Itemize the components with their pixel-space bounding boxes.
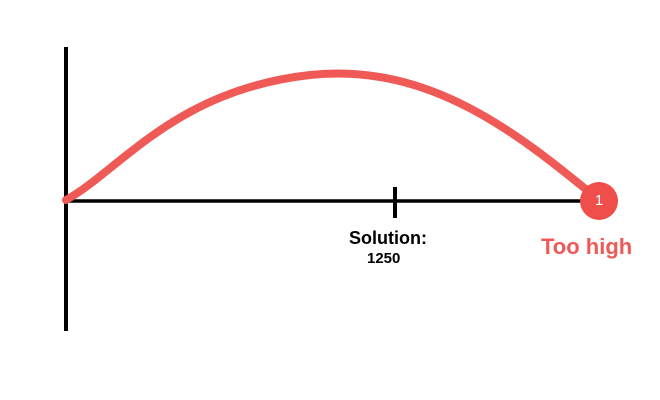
marker-number: 1 xyxy=(594,192,604,209)
solution-value: 1250 xyxy=(367,250,401,267)
marker-circle xyxy=(580,182,618,220)
value-curve xyxy=(62,69,603,204)
marker-caption: Too high xyxy=(541,234,633,259)
solution-title: Solution: xyxy=(349,228,427,248)
